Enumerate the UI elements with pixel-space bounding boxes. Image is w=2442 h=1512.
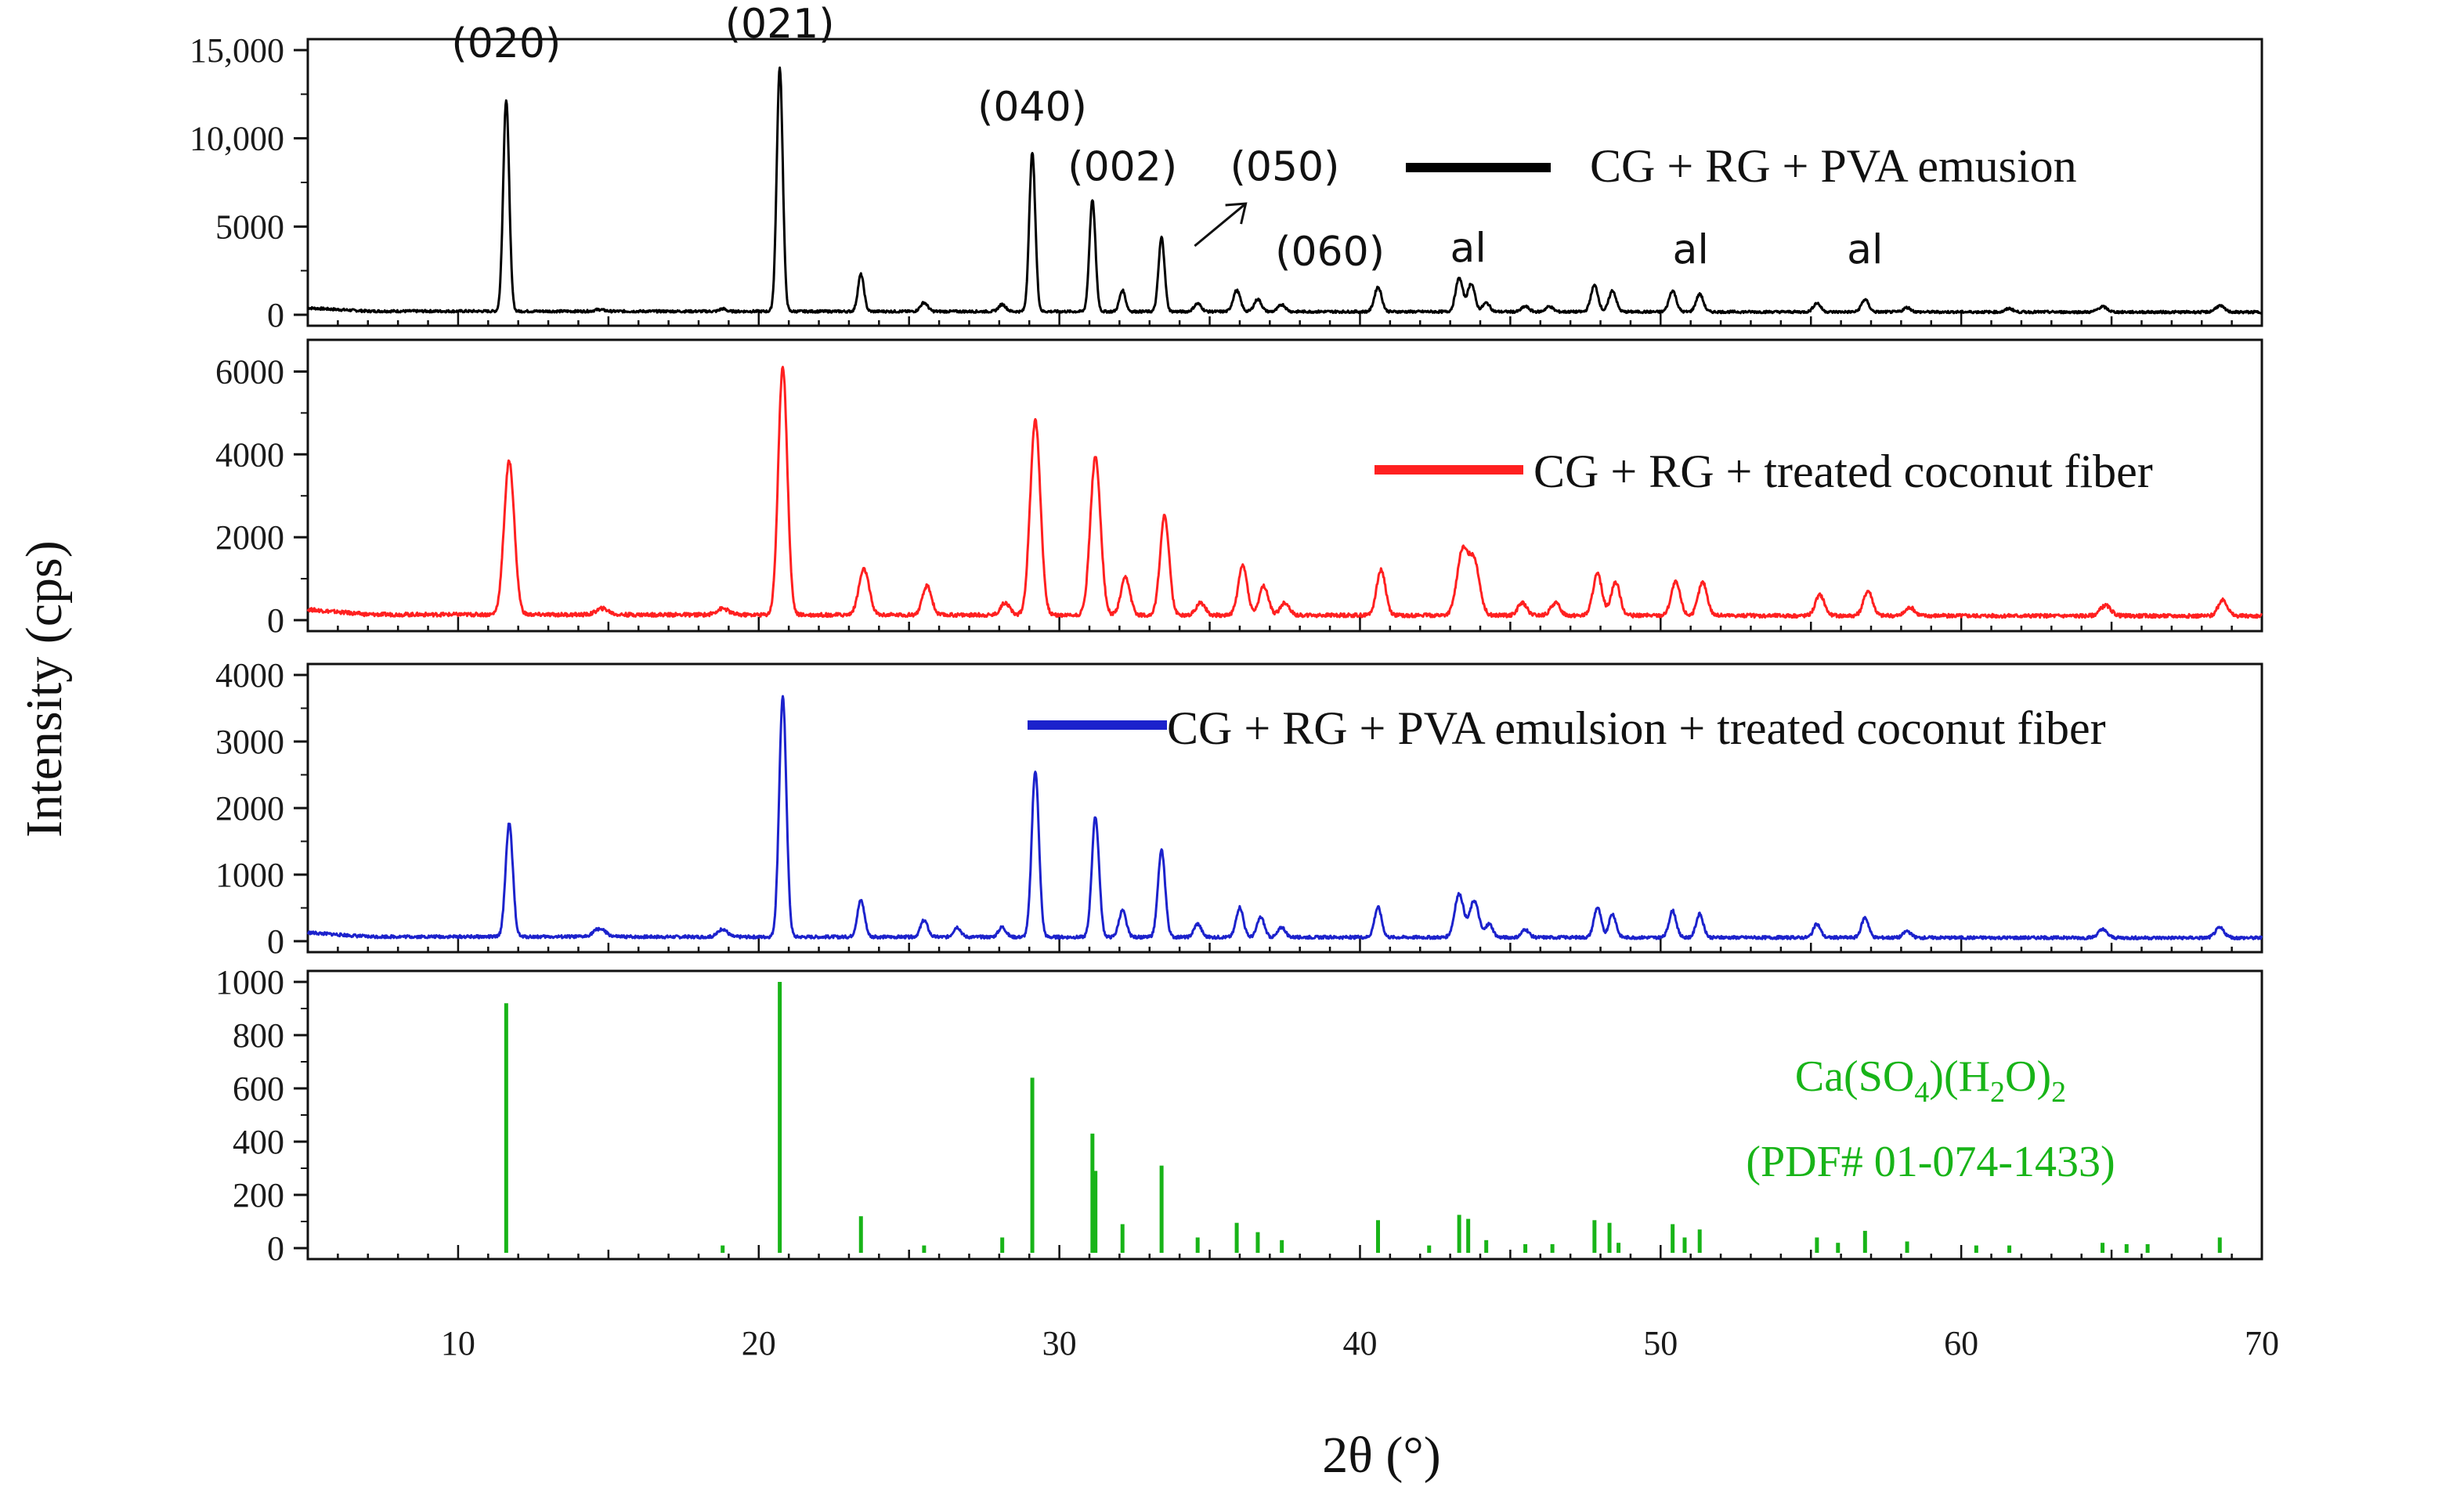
peak-label: (050)	[1230, 144, 1340, 191]
annotation-arrowhead	[1225, 202, 1248, 225]
y-tick-label: 600	[233, 1070, 284, 1108]
panel-frame	[306, 338, 2263, 633]
series-cg_rg_pva_fiber	[306, 695, 2263, 940]
peak-label: (002)	[1067, 144, 1177, 191]
y-tick-label: 15,000	[190, 31, 284, 70]
panel-reference: 0 200 400 600 800 1000 Ca(SO4)(H2O)2 (PDF# 01-0…	[215, 963, 2263, 1268]
y-tick-label: 800	[233, 1016, 284, 1055]
peak-label: (020)	[451, 20, 561, 67]
x-tick-label: 20	[742, 1324, 776, 1362]
y-tick-label: 1000	[215, 856, 284, 894]
y-tick-label: 0	[267, 922, 284, 961]
legend-label: CG + RG + PVA emusion	[1590, 140, 2077, 192]
y-tick-label: 0	[267, 601, 284, 640]
legend-label: CG + RG + treated coconut fiber	[1533, 446, 2153, 497]
y-tick-label: 4000	[215, 435, 284, 474]
panel-frame	[306, 969, 2263, 1261]
x-axis-title: 2θ (°)	[1322, 1427, 1440, 1484]
peak-label: al	[1673, 227, 1709, 274]
y-tick-label: 2000	[215, 789, 284, 828]
y-axis-title: Intensity (cps)	[16, 540, 73, 837]
x-tick-label: 10	[441, 1324, 475, 1362]
y-tick-label: 2000	[215, 518, 284, 557]
peak-label: (021)	[725, 1, 835, 48]
x-tick-label: 70	[2245, 1324, 2279, 1362]
x-axis-ticks: 10 20 30 40 50 60 70	[441, 1324, 2279, 1362]
annotation-arrow	[1194, 202, 1247, 247]
peak-label: al	[1450, 225, 1486, 272]
y-tick-label: 4000	[215, 656, 284, 695]
x-tick-label: 30	[1042, 1324, 1077, 1362]
x-tick-label: 40	[1342, 1324, 1377, 1362]
y-tick-label: 1000	[215, 963, 284, 1001]
series-cg_rg_fiber	[306, 366, 2263, 619]
y-tick-label: 400	[233, 1123, 284, 1161]
legend-label: CG + RG + PVA emulsion + treated coconut…	[1167, 702, 2106, 754]
panel-cg_rg_fiber: 0 2000 4000 6000 CG + RG + treated coconut f…	[215, 338, 2263, 640]
peak-label: (060)	[1275, 229, 1385, 276]
y-tick-label: 200	[233, 1176, 284, 1214]
y-tick-label: 5000	[215, 207, 284, 246]
series-cg_rg_pva	[307, 66, 2263, 315]
reference-pdf-number: (PDF# 01-074-1433)	[1746, 1138, 2115, 1186]
y-tick-label: 0	[267, 1229, 284, 1268]
y-tick-label: 10,000	[190, 120, 284, 158]
peak-label: al	[1847, 227, 1883, 274]
peak-label: (040)	[977, 84, 1087, 131]
panel-cg_rg_pva_fiber: 0 1000 2000 3000 4000 CG + RG + PVA emulsion …	[215, 656, 2263, 961]
y-tick-label: 6000	[215, 352, 284, 391]
y-tick-label: 3000	[215, 723, 284, 761]
x-tick-label: 60	[1944, 1324, 1978, 1362]
reference-formula: Ca(SO4)(H2O)2	[1795, 1052, 2066, 1109]
x-tick-label: 50	[1643, 1324, 1678, 1362]
y-tick-label: 0	[267, 296, 284, 334]
panel-cg_rg_pva: 0 5000 10,000 15,000 CG + RG + PVA emusion (0…	[190, 1, 2263, 334]
